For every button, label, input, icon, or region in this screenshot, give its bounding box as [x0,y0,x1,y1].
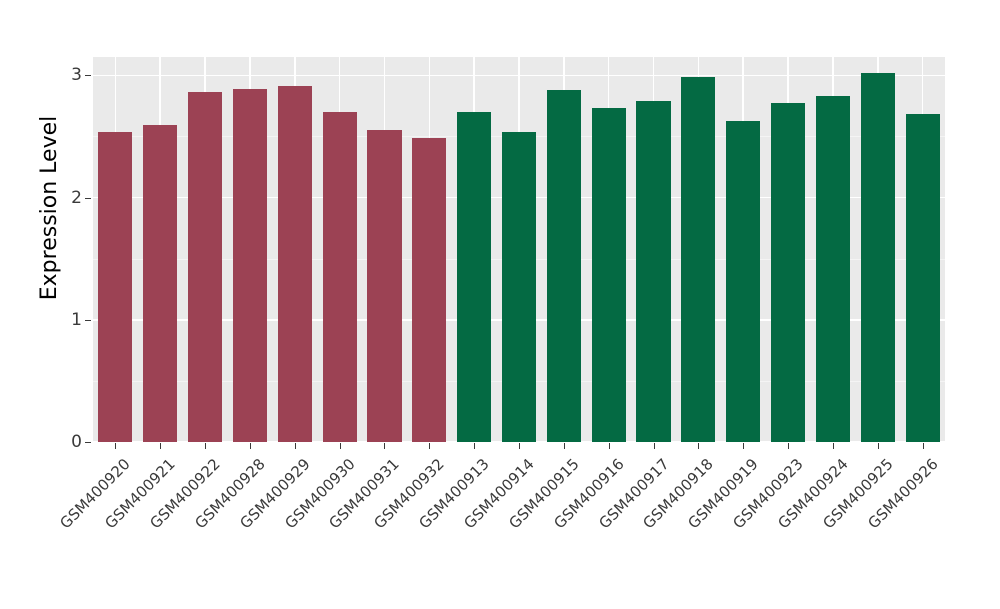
x-tick-mark [294,443,296,449]
x-tick-mark [249,443,251,449]
x-tick-mark [429,443,431,449]
x-tick-mark [698,443,700,449]
bar [636,101,671,442]
bar [322,112,357,442]
bar [457,112,492,442]
bar [501,131,537,442]
bar [367,130,402,442]
bar [98,131,133,442]
x-tick-mark [563,443,565,449]
y-tick-label: 1 [71,309,82,330]
bar [860,72,895,442]
x-tick-mark [608,443,610,449]
x-tick-mark [519,443,520,449]
y-tick-mark [85,319,91,321]
x-tick-mark [205,443,207,449]
bar-chart: Expression Level GSM400920 GSM400921 GSM40… [37,57,945,532]
bar [726,120,761,442]
x-tick-mark [384,443,386,449]
bar [232,88,267,442]
bar [905,114,940,442]
bar [546,90,581,442]
bar [771,103,806,442]
bar [591,108,626,442]
x-tick-mark [922,443,924,449]
plot-panel [93,57,945,442]
x-tick-mark [877,443,879,449]
x-tick-mark [115,443,117,449]
y-tick-mark [85,442,91,443]
x-tick-mark [832,443,834,449]
y-tick-label: 0 [71,432,82,452]
y-tick-mark [85,197,91,199]
bar [681,76,716,442]
bar [143,125,178,442]
y-tick-label: 3 [71,65,82,86]
x-tick-mark [788,443,790,449]
x-tick-mark [653,443,655,449]
y-tick-label: 2 [71,187,82,208]
bar [277,86,312,442]
x-tick-mark [743,443,745,449]
x-tick-mark [160,443,162,449]
bar [188,92,223,442]
x-tick-mark [339,443,341,449]
bar [815,96,850,442]
bar [412,137,447,442]
y-tick-mark [85,75,91,77]
x-tick-mark [474,443,476,449]
